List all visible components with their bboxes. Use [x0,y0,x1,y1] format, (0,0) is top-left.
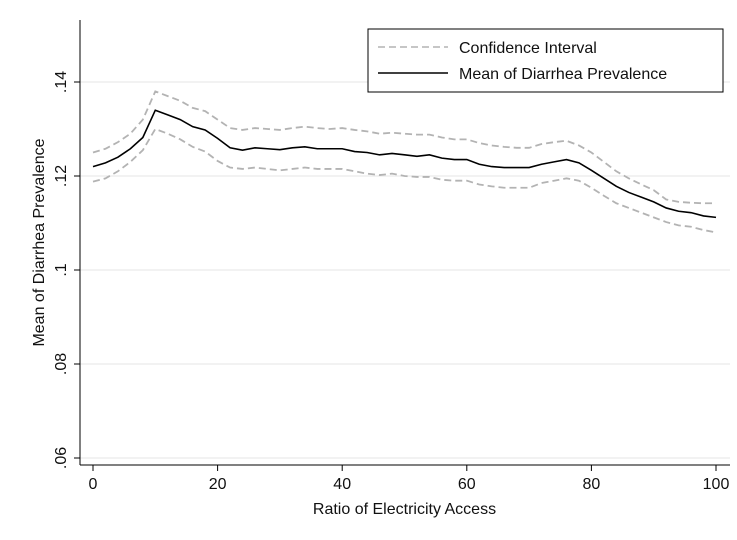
x-tick-label: 0 [89,476,98,493]
y-tick-label: .08 [53,353,70,375]
ci-upper-line [92,90,716,205]
mean-line-group [92,109,717,219]
y-axis-label: Mean of Diarrhea Prevalence [31,138,48,346]
legend-label-confidence-interval: Confidence Interval [459,40,597,57]
y-tick-label: .06 [53,447,70,469]
y-tick-label: .1 [53,263,70,276]
x-tick-label: 40 [333,476,351,493]
y-tick-label: .14 [53,71,70,93]
y-axis-ticks: .06 .08 .1 .12 .14 [53,71,80,469]
legend: Confidence Interval Mean of Diarrhea Pre… [367,28,724,93]
legend-box [367,28,724,93]
mean-line [92,109,717,219]
confidence-interval-lines [92,90,717,234]
x-axis-ticks: 0 20 40 60 80 100 [89,465,730,493]
x-tick-label: 100 [703,476,730,493]
x-tick-label: 20 [209,476,227,493]
x-axis-label: Ratio of Electricity Access [313,501,496,518]
legend-label-mean: Mean of Diarrhea Prevalence [459,66,667,83]
y-tick-label: .12 [53,165,70,187]
axes [79,20,730,466]
x-tick-label: 60 [458,476,476,493]
x-tick-label: 80 [583,476,601,493]
ci-lower-line [92,127,717,234]
